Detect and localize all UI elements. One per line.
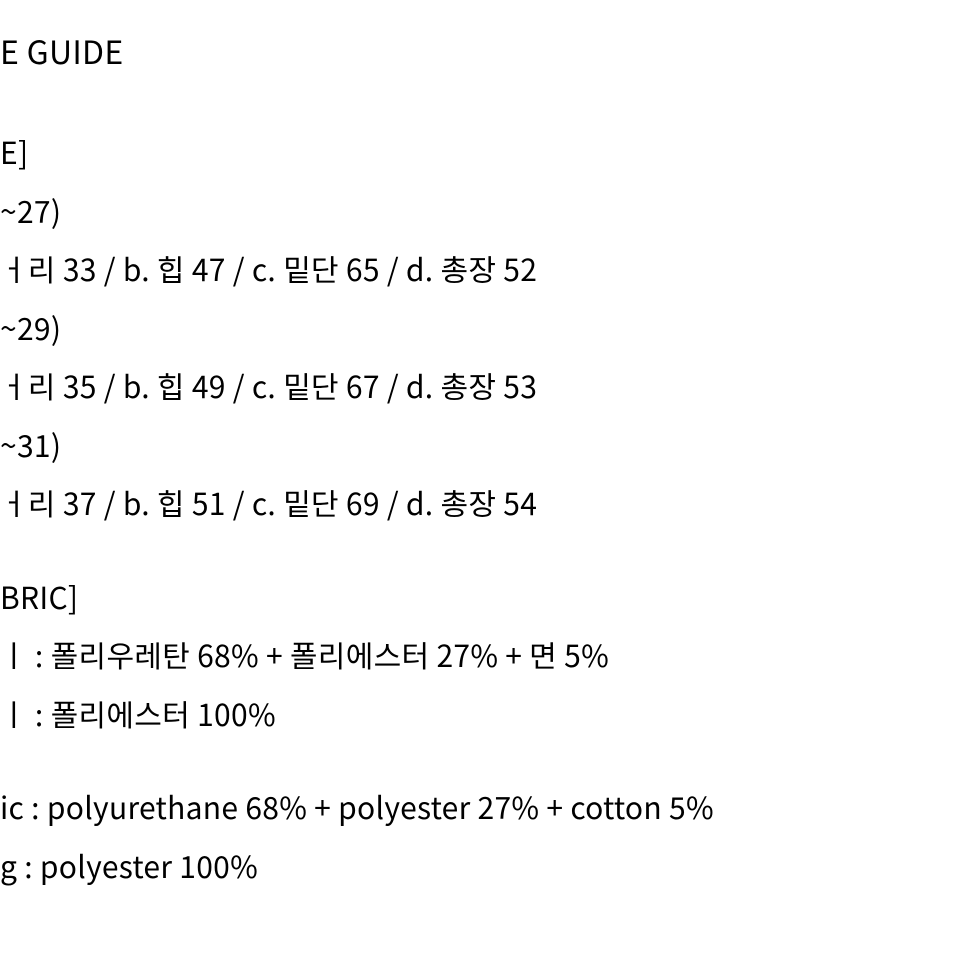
fabric-section-label: BRIC]: [0, 567, 956, 626]
page-title: E GUIDE: [0, 20, 956, 82]
fabric-en-1: ic : polyurethane 68% + polyester 27% + …: [0, 777, 956, 836]
size-spec-3: ㅓ리 37 / b. 힙 51 / c. 밑단 69 / d. 총장 54: [0, 473, 956, 532]
size-section-label: E]: [0, 122, 956, 181]
spacer: [0, 532, 956, 567]
spacer: [0, 742, 956, 777]
size-range-3: ~31): [0, 415, 956, 474]
size-spec-2: ㅓ리 35 / b. 힙 49 / c. 밑단 67 / d. 총장 53: [0, 356, 956, 415]
fabric-kr-2: ㅣ : 폴리에스터 100%: [0, 684, 956, 743]
size-guide-document: E GUIDE E] ~27) ㅓ리 33 / b. 힙 47 / c. 밑단 …: [0, 0, 956, 894]
fabric-kr-1: ㅣ : 폴리우레탄 68% + 폴리에스터 27% + 면 5%: [0, 625, 956, 684]
size-range-2: ~29): [0, 298, 956, 357]
size-spec-1: ㅓ리 33 / b. 힙 47 / c. 밑단 65 / d. 총장 52: [0, 239, 956, 298]
size-range-1: ~27): [0, 181, 956, 240]
fabric-en-2: g : polyester 100%: [0, 836, 956, 895]
